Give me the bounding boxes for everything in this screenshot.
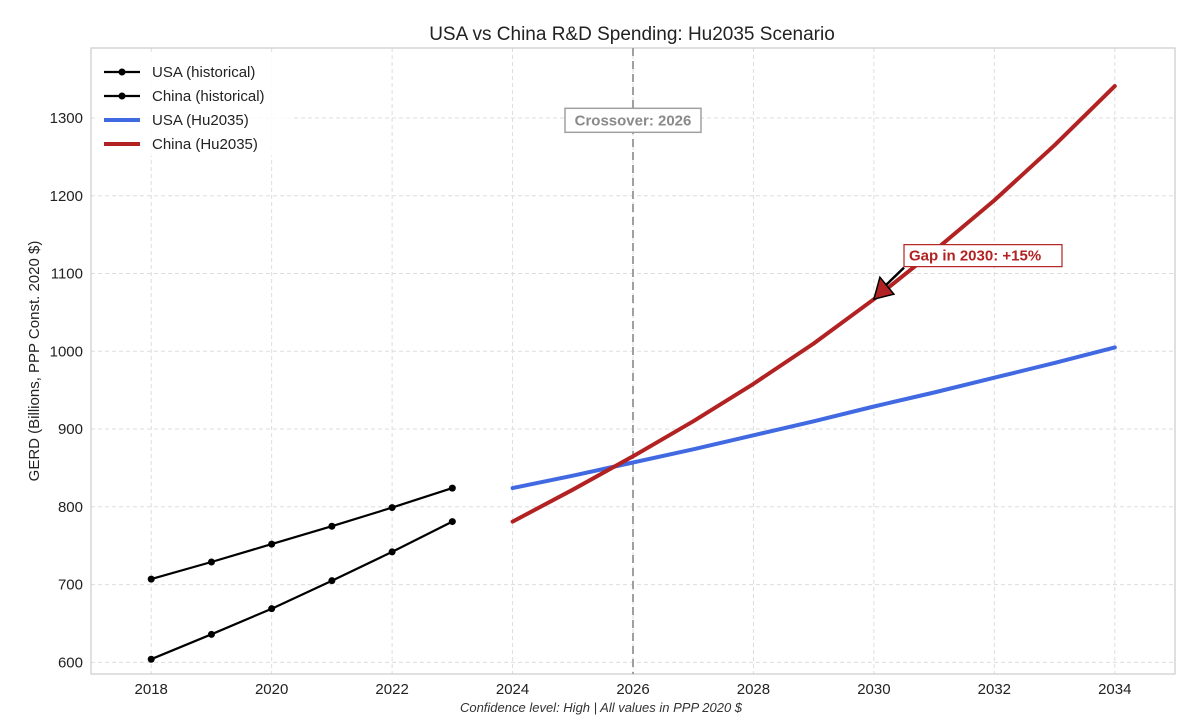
x-tick-label: 2032 bbox=[978, 681, 1011, 698]
data-point bbox=[207, 630, 215, 638]
x-tick-label: 2030 bbox=[857, 681, 890, 698]
gap-label: Gap in 2030: +15% bbox=[909, 248, 1041, 265]
legend-label: China (historical) bbox=[152, 88, 265, 105]
legend-label: USA (historical) bbox=[152, 64, 255, 81]
legend-marker bbox=[118, 68, 126, 76]
legend-item: China (historical) bbox=[104, 88, 265, 105]
gap-label-box bbox=[903, 244, 1063, 268]
series-usa-hu2035 bbox=[510, 345, 1117, 491]
data-point bbox=[448, 518, 456, 526]
y-tick-label: 1200 bbox=[50, 188, 83, 205]
x-tick-label: 2018 bbox=[135, 681, 168, 698]
legend-item: USA (Hu2035) bbox=[104, 112, 249, 129]
series-group bbox=[147, 84, 1117, 663]
data-point bbox=[268, 540, 276, 548]
legend-marker bbox=[118, 92, 126, 100]
y-tick-label: 1300 bbox=[50, 110, 83, 127]
data-point bbox=[328, 577, 336, 585]
x-tick-label: 2020 bbox=[255, 681, 288, 698]
series-china-hu2035 bbox=[510, 84, 1117, 524]
crossover-label-box bbox=[564, 107, 702, 134]
data-point bbox=[328, 522, 336, 530]
gap-arrow bbox=[872, 266, 905, 301]
series-china-historical bbox=[147, 518, 456, 663]
legend-label: USA (Hu2035) bbox=[152, 112, 249, 129]
data-point bbox=[147, 655, 155, 663]
data-point bbox=[147, 575, 155, 583]
y-axis-label: GERD (Billions, PPP Const. 2020 $) bbox=[26, 241, 43, 482]
x-tick-label: 2026 bbox=[616, 681, 649, 698]
data-point bbox=[388, 504, 396, 512]
y-tick-label: 800 bbox=[58, 499, 83, 516]
y-tick-label: 900 bbox=[58, 421, 83, 438]
legend: USA (historical) China (historical) USA (H… bbox=[96, 54, 291, 156]
x-tick-label: 2028 bbox=[737, 681, 770, 698]
crossover-label: Crossover: 2026 bbox=[575, 112, 692, 129]
axis-ticks: 2018 2020 2022 2024 2026 2028 2030 2032 2034 600 7… bbox=[50, 110, 1132, 698]
series-line bbox=[150, 520, 454, 661]
series-line bbox=[150, 487, 454, 581]
series-usa-historical bbox=[147, 484, 456, 583]
y-tick-label: 700 bbox=[58, 577, 83, 594]
data-point bbox=[268, 605, 276, 613]
arrow-head bbox=[872, 275, 896, 301]
y-tick-label: 600 bbox=[58, 654, 83, 671]
legend-label: China (Hu2035) bbox=[152, 136, 258, 153]
annotations: Crossover: 2026 Gap in 2030: +15% bbox=[564, 107, 1063, 301]
series-line bbox=[510, 345, 1117, 491]
y-tick-label: 1000 bbox=[50, 343, 83, 360]
x-tick-label: 2034 bbox=[1098, 681, 1131, 698]
x-tick-label: 2024 bbox=[496, 681, 529, 698]
series-line bbox=[510, 84, 1117, 524]
data-point bbox=[207, 558, 215, 566]
legend-item: China (Hu2035) bbox=[104, 136, 258, 153]
arrow-shaft bbox=[885, 266, 905, 287]
y-tick-label: 1100 bbox=[51, 266, 83, 283]
chart-title: USA vs China R&D Spending: Hu2035 Scenar… bbox=[429, 24, 835, 45]
x-tick-label: 2022 bbox=[375, 681, 408, 698]
data-point bbox=[388, 548, 396, 556]
legend-item: USA (historical) bbox=[104, 64, 255, 81]
data-point bbox=[448, 484, 456, 492]
footnote: Confidence level: High | All values in P… bbox=[460, 700, 743, 715]
